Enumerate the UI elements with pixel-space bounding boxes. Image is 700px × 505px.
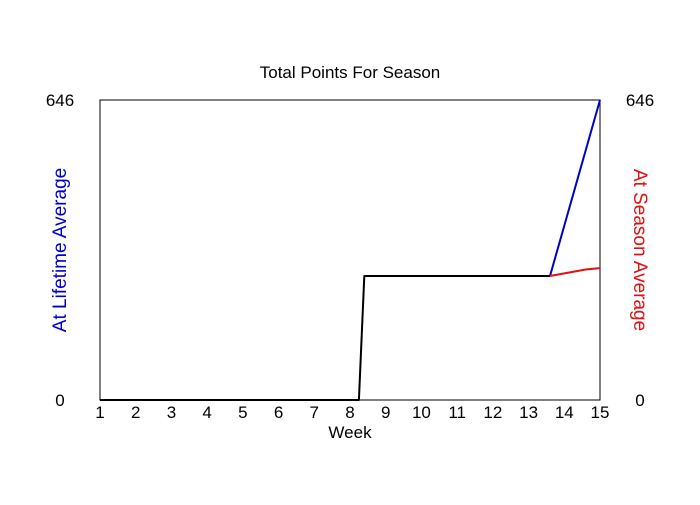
series-layer [100, 99, 601, 401]
x-tick-label: 7 [310, 403, 319, 422]
x-tick-label: 8 [345, 403, 354, 422]
y-axis-title-right: At Season Average [629, 169, 650, 331]
y-tick-label-left: 646 [46, 91, 74, 110]
x-tick-label: 13 [519, 403, 538, 422]
x-tick-label: 2 [131, 403, 140, 422]
x-tick-label: 9 [381, 403, 390, 422]
x-tick-label: 14 [555, 403, 574, 422]
series-line-actual [100, 275, 550, 401]
x-tick-label: 11 [448, 403, 466, 422]
x-tick-label: 1 [95, 403, 104, 422]
plot-area [99, 99, 601, 401]
y-tick-label-right: 0 [635, 391, 644, 410]
x-tick-label: 4 [202, 403, 211, 422]
x-tick-label: 5 [238, 403, 247, 422]
x-tick-label: 12 [483, 403, 502, 422]
series-line-lifetime [549, 99, 601, 277]
x-tick-label: 6 [274, 403, 283, 422]
x-tick-label: 3 [167, 403, 176, 422]
y-tick-label-right: 646 [626, 91, 654, 110]
x-tick-label: 10 [412, 403, 431, 422]
chart-title: Total Points For Season [260, 63, 440, 82]
x-axis-title: Week [328, 423, 372, 442]
y-tick-label-left: 0 [55, 391, 64, 410]
series-line-season [549, 267, 601, 277]
y-axis-title-left: At Lifetime Average [50, 168, 71, 332]
x-tick-label: 15 [591, 403, 610, 422]
